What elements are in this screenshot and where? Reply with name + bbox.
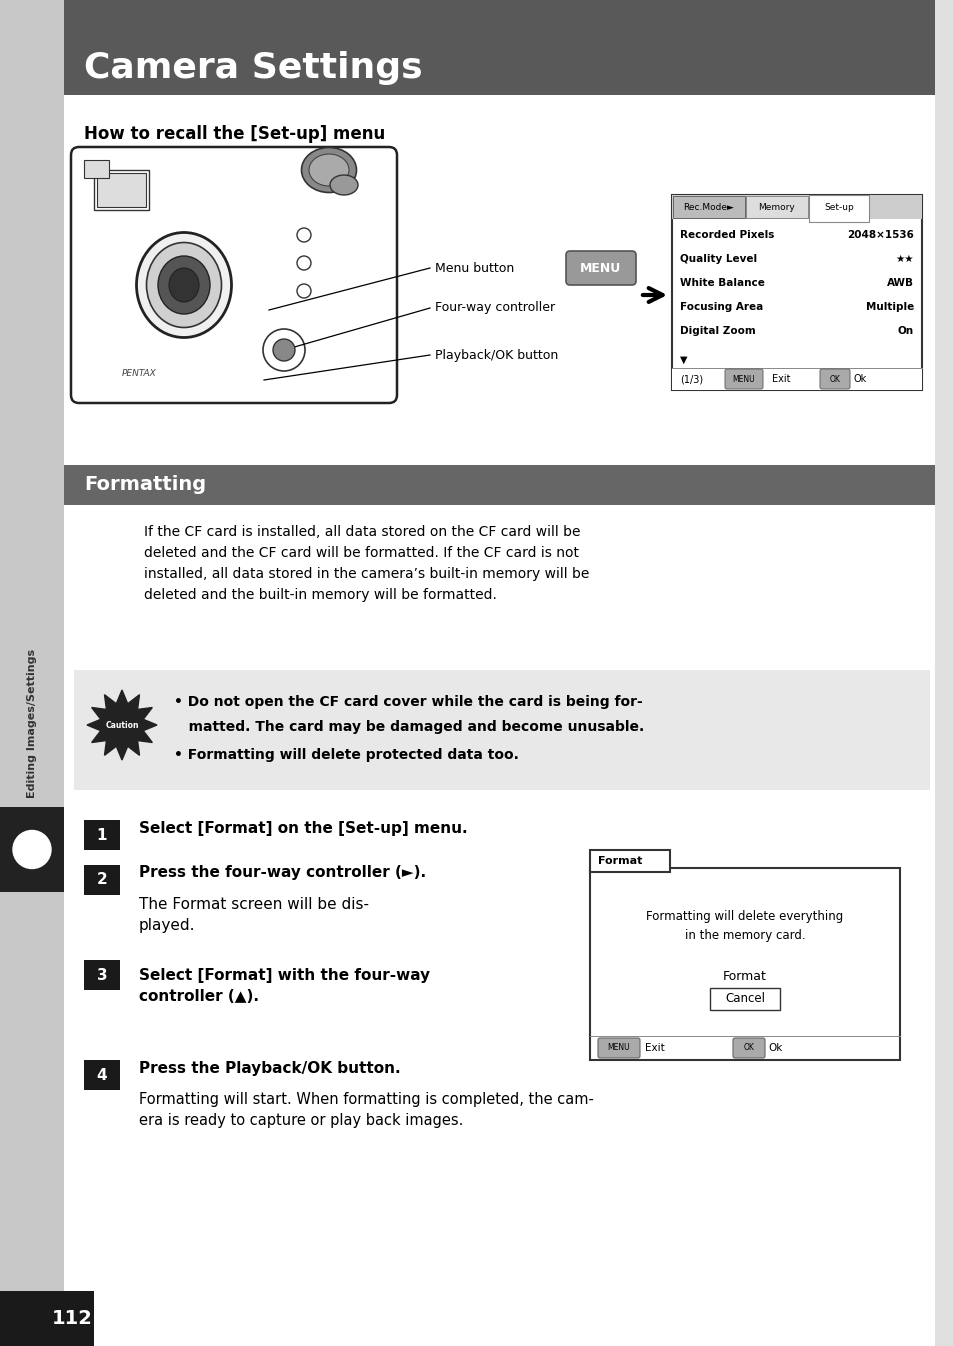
Text: 2: 2: [96, 872, 108, 887]
Text: Recorded Pixels: Recorded Pixels: [679, 230, 774, 240]
Ellipse shape: [147, 242, 221, 327]
Ellipse shape: [309, 153, 349, 186]
Bar: [671, 367, 921, 390]
Text: 3: 3: [96, 968, 107, 983]
Text: MENU: MENU: [607, 1043, 630, 1053]
FancyBboxPatch shape: [565, 250, 636, 285]
Text: ★★: ★★: [895, 254, 913, 264]
Text: Set-up: Set-up: [823, 202, 853, 211]
Text: Select [Format] on the [Set-up] menu.: Select [Format] on the [Set-up] menu.: [139, 821, 467, 836]
FancyBboxPatch shape: [71, 147, 396, 402]
Text: Press the four-way controller (►).: Press the four-way controller (►).: [139, 865, 426, 880]
Text: matted. The card may be damaged and become unusable.: matted. The card may be damaged and beco…: [173, 720, 643, 734]
Bar: [74, 670, 929, 790]
Ellipse shape: [263, 328, 305, 371]
Text: Format: Format: [722, 970, 766, 983]
Ellipse shape: [296, 227, 311, 242]
Text: Multiple: Multiple: [864, 302, 913, 312]
Text: 112: 112: [51, 1310, 92, 1329]
Text: Formatting will start. When formatting is completed, the cam-
era is ready to ca: Formatting will start. When formatting i…: [139, 1092, 594, 1128]
Text: Format: Format: [598, 856, 641, 865]
Text: If the CF card is installed, all data stored on the CF card will be
deleted and : If the CF card is installed, all data st…: [144, 525, 589, 603]
Text: Press the Playback/OK button.: Press the Playback/OK button.: [139, 1061, 400, 1075]
Text: 1: 1: [96, 828, 107, 843]
Text: On: On: [897, 326, 913, 336]
Bar: [84, 820, 120, 851]
FancyBboxPatch shape: [724, 369, 762, 389]
Bar: [94, 170, 149, 210]
Text: PENTAX: PENTAX: [121, 369, 156, 377]
Text: Rec.Mode►: Rec.Mode►: [683, 202, 734, 211]
Ellipse shape: [301, 148, 356, 192]
FancyBboxPatch shape: [589, 851, 669, 872]
Text: Quality Level: Quality Level: [679, 254, 757, 264]
Bar: [672, 197, 744, 218]
Text: Menu button: Menu button: [435, 261, 514, 275]
Text: Focusing Area: Focusing Area: [679, 302, 762, 312]
Bar: [745, 197, 807, 218]
Text: Editing Images/Settings: Editing Images/Settings: [27, 649, 37, 798]
Bar: [808, 195, 868, 222]
FancyBboxPatch shape: [598, 1038, 639, 1058]
FancyBboxPatch shape: [820, 369, 849, 389]
Ellipse shape: [158, 256, 210, 314]
Text: Formatting will delete everything
in the memory card.: Formatting will delete everything in the…: [646, 910, 842, 942]
Text: Digital Zoom: Digital Zoom: [679, 326, 755, 336]
Text: ▼: ▼: [679, 355, 687, 365]
Text: Formatting: Formatting: [84, 475, 206, 494]
Text: Exit: Exit: [771, 374, 790, 384]
Text: OK: OK: [742, 1043, 754, 1053]
Bar: [97, 174, 146, 207]
Text: (1/3): (1/3): [679, 374, 702, 384]
Polygon shape: [87, 690, 157, 760]
Bar: [671, 195, 921, 390]
Text: Cancel: Cancel: [724, 992, 764, 1005]
Text: • Do not open the CF card cover while the card is being for-: • Do not open the CF card cover while th…: [173, 695, 642, 709]
Bar: [84, 1061, 120, 1090]
Bar: [84, 960, 120, 991]
Ellipse shape: [296, 256, 311, 271]
Bar: [64, 0, 934, 96]
Ellipse shape: [330, 175, 357, 195]
Text: Caution: Caution: [105, 720, 138, 730]
Text: Ok: Ok: [767, 1043, 781, 1053]
Bar: [84, 160, 109, 178]
Text: AWB: AWB: [886, 279, 913, 288]
Ellipse shape: [169, 268, 199, 302]
Text: Playback/OK button: Playback/OK button: [435, 349, 558, 362]
Text: • Formatting will delete protected data too.: • Formatting will delete protected data …: [173, 748, 518, 762]
Ellipse shape: [296, 284, 311, 297]
Text: How to recall the [Set-up] menu: How to recall the [Set-up] menu: [84, 125, 385, 143]
Text: OK: OK: [829, 374, 840, 384]
Text: Ok: Ok: [853, 374, 866, 384]
Text: 2048×1536: 2048×1536: [846, 230, 913, 240]
Bar: [0, 1291, 94, 1346]
Bar: [64, 464, 934, 505]
Bar: [589, 868, 899, 1061]
Bar: [0, 808, 64, 892]
Text: Select [Format] with the four-way
controller (▲).: Select [Format] with the four-way contro…: [139, 968, 430, 1004]
Text: The Format screen will be dis-
played.: The Format screen will be dis- played.: [139, 896, 369, 933]
Text: Four-way controller: Four-way controller: [435, 302, 555, 315]
FancyBboxPatch shape: [732, 1038, 764, 1058]
Text: Memory: Memory: [758, 202, 795, 211]
Text: MENU: MENU: [579, 261, 621, 275]
Ellipse shape: [136, 233, 232, 338]
Text: 4: 4: [96, 1067, 107, 1082]
Text: White Balance: White Balance: [679, 279, 764, 288]
Bar: [709, 988, 780, 1010]
Text: MENU: MENU: [732, 374, 755, 384]
Text: Exit: Exit: [644, 1043, 664, 1053]
Bar: [671, 195, 921, 219]
Bar: [0, 0, 64, 1346]
Ellipse shape: [273, 339, 294, 361]
Ellipse shape: [13, 830, 51, 868]
Bar: [84, 865, 120, 895]
Text: Camera Settings: Camera Settings: [84, 51, 422, 85]
Bar: [934, 0, 953, 1346]
